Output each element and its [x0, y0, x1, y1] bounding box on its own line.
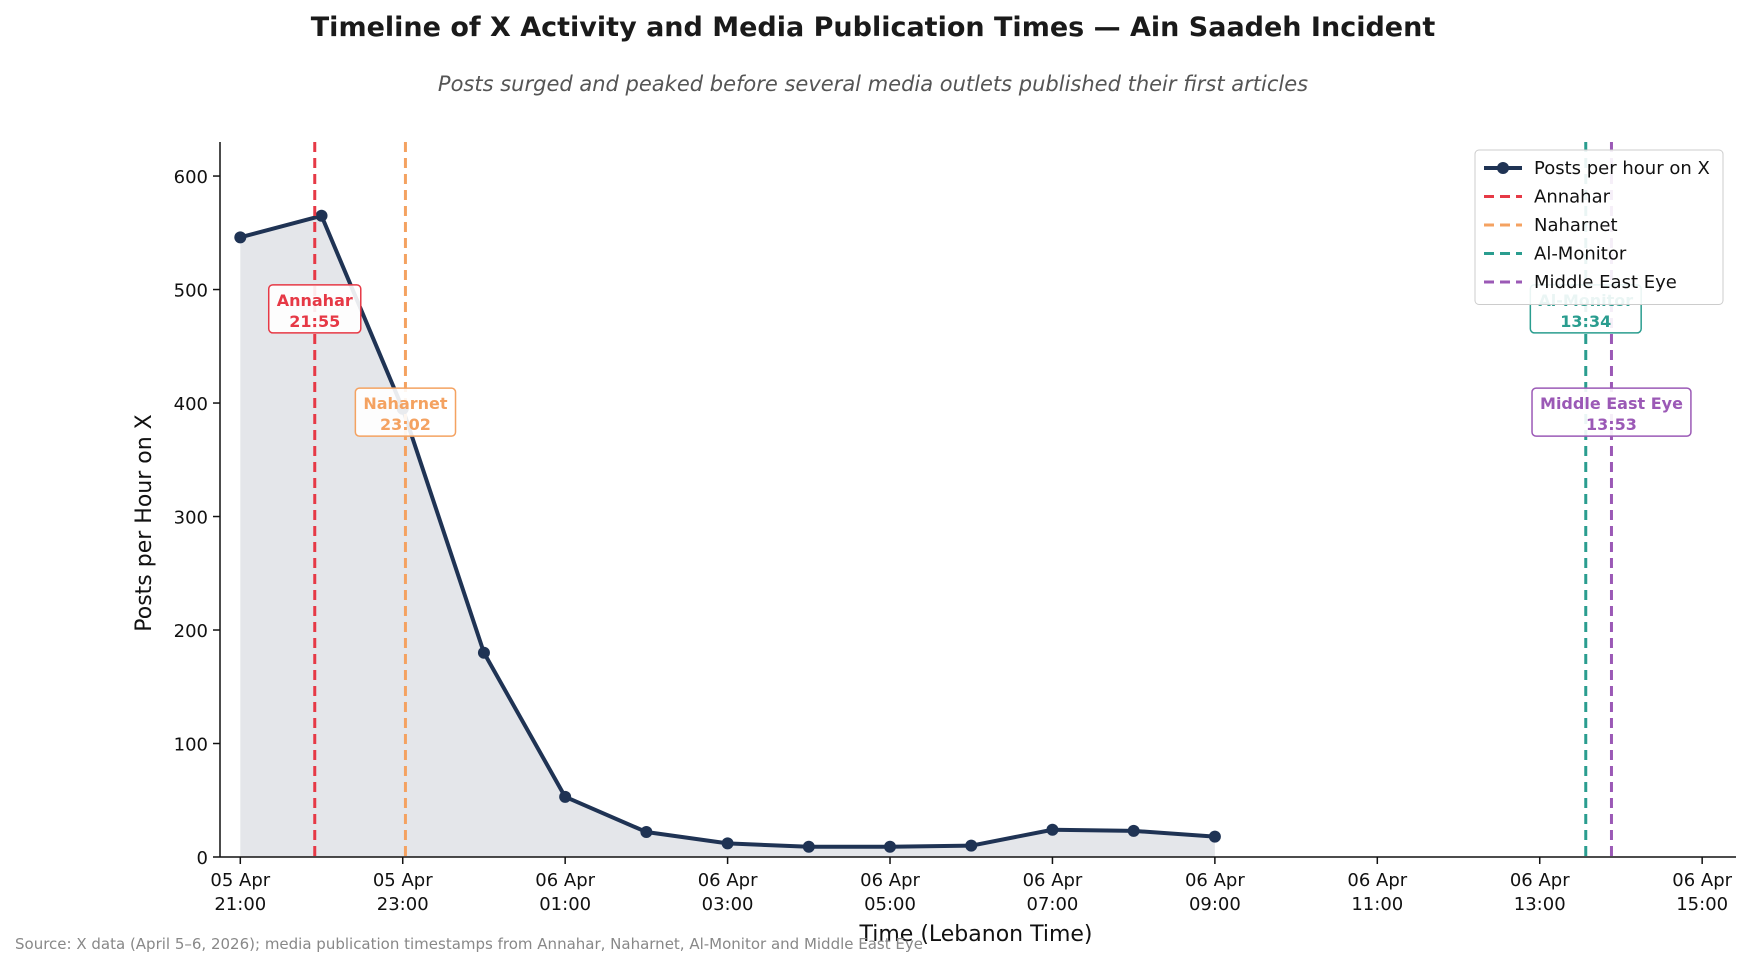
legend-label: Posts per hour on X: [1534, 158, 1710, 179]
x-tick-label: 06 Apr 11:00: [1347, 870, 1407, 915]
annotation-time: 13:53: [1586, 415, 1637, 434]
annotation-time: 13:34: [1560, 312, 1611, 331]
x-tick-label: 05 Apr 21:00: [210, 870, 270, 915]
data-point: [721, 837, 734, 850]
y-tick-label: 500: [174, 281, 208, 302]
data-point: [1046, 823, 1059, 836]
event-annotation: Middle East Eye 13:53: [1531, 387, 1692, 437]
event-annotation: Annahar 21:55: [267, 284, 362, 334]
x-tick-label: 06 Apr 13:00: [1510, 870, 1570, 915]
legend-item: Annahar: [1484, 187, 1611, 208]
plot-area: Annahar 21:55 Naharnet 23:02 Al-Monitor 13:34…: [174, 142, 1736, 915]
y-axis-label: Posts per Hour on X: [132, 414, 157, 631]
annotation-time: 21:55: [289, 312, 340, 331]
annotation-time: 23:02: [380, 415, 431, 434]
series-area: [240, 215, 1215, 857]
legend-item: Al-Monitor: [1484, 244, 1627, 265]
source-note: Source: X data (April 5–6, 2026); media …: [15, 935, 923, 953]
chart-title: Timeline of X Activity and Media Publica…: [311, 12, 1436, 43]
legend-item: Middle East Eye: [1484, 272, 1677, 293]
event-annotation: Naharnet 23:02: [354, 387, 457, 437]
data-point: [477, 646, 490, 659]
annotation-name: Naharnet: [363, 394, 448, 413]
data-point: [965, 839, 978, 852]
legend-marker: [1497, 162, 1509, 174]
legend-box: [1474, 149, 1724, 305]
x-tick-label: 06 Apr 05:00: [860, 870, 920, 915]
annotation-box: [267, 284, 362, 334]
annotation-box: [354, 387, 457, 437]
data-point: [884, 840, 897, 853]
legend-item: Naharnet: [1484, 215, 1618, 236]
y-tick-label: 300: [174, 508, 208, 529]
legend-item: Posts per hour on X: [1484, 158, 1710, 179]
data-point: [234, 231, 247, 244]
y-tick-label: 600: [174, 167, 208, 188]
x-tick-label: 06 Apr 09:00: [1185, 870, 1245, 915]
legend-label: Naharnet: [1534, 215, 1618, 236]
x-tick-label: 06 Apr 15:00: [1672, 870, 1732, 915]
data-point: [315, 209, 328, 222]
x-axis-label: Time (Lebanon Time): [858, 922, 1092, 947]
data-point: [1208, 830, 1221, 843]
x-tick-label: 06 Apr 03:00: [698, 870, 758, 915]
y-tick-label: 200: [174, 621, 208, 642]
annotation-name: Middle East Eye: [1540, 394, 1683, 413]
chart-subtitle: Posts surged and peaked before several m…: [438, 72, 1308, 96]
x-tick-label: 06 Apr 01:00: [535, 870, 595, 915]
data-point: [559, 790, 572, 803]
annotation-name: Annahar: [277, 291, 353, 310]
data-point: [640, 826, 653, 839]
legend-label: Middle East Eye: [1534, 272, 1677, 293]
legend-label: Al-Monitor: [1534, 244, 1627, 265]
y-tick-label: 400: [174, 394, 208, 415]
data-point: [802, 840, 815, 853]
annotation-box: [1531, 387, 1692, 437]
x-tick-label: 06 Apr 07:00: [1023, 870, 1083, 915]
legend-label: Annahar: [1534, 187, 1611, 208]
y-tick-label: 0: [197, 848, 208, 869]
data-point: [1127, 824, 1140, 837]
y-tick-label: 100: [174, 735, 208, 756]
legend: Posts per hour on X Annahar Naharnet Al-Mon…: [1474, 149, 1724, 305]
x-tick-label: 05 Apr 23:00: [373, 870, 433, 915]
